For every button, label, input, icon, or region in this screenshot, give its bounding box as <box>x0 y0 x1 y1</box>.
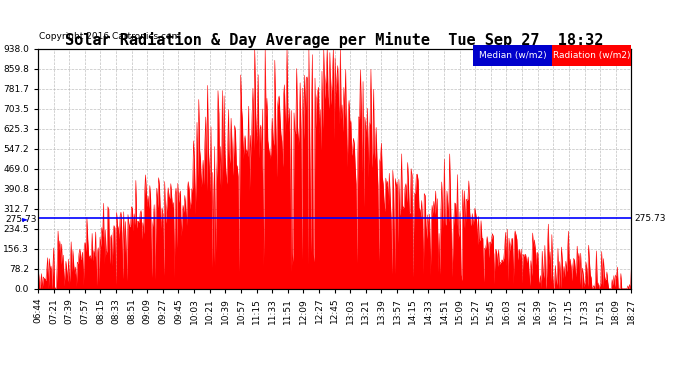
Text: Median (w/m2): Median (w/m2) <box>478 51 546 60</box>
Text: 275.73: 275.73 <box>635 214 667 223</box>
Title: Solar Radiation & Day Average per Minute  Tue Sep 27  18:32: Solar Radiation & Day Average per Minute… <box>66 32 604 48</box>
Text: ►: ► <box>22 214 29 223</box>
Text: Radiation (w/m2): Radiation (w/m2) <box>553 51 631 60</box>
Text: Copyright 2016 Cartronics.com: Copyright 2016 Cartronics.com <box>39 32 181 41</box>
